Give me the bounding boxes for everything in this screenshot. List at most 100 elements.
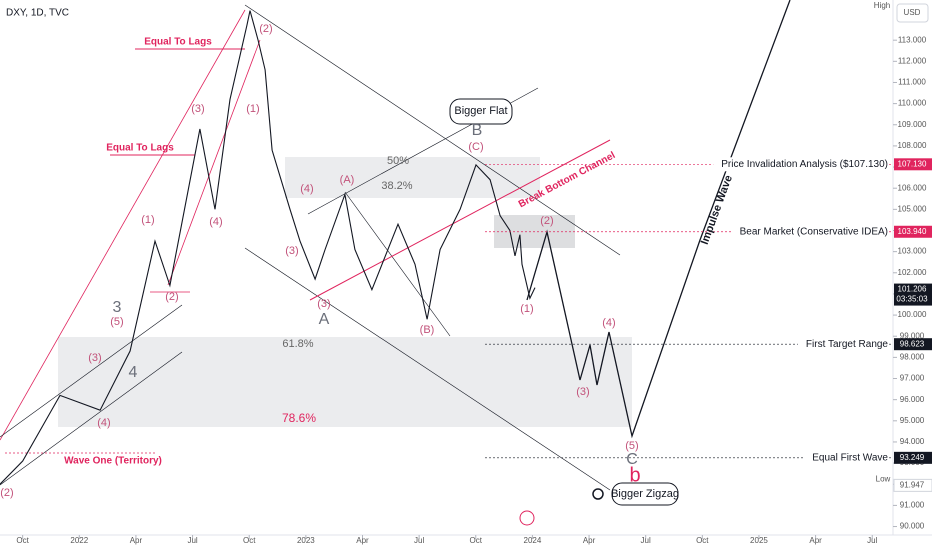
level-label: 103.940 [898, 227, 927, 236]
wave-label: 38.2% [381, 180, 412, 192]
channel-line [0, 9, 246, 441]
fib-zone [285, 157, 540, 198]
unit-box [896, 3, 929, 23]
x-tick-label: 2025 [750, 536, 768, 545]
x-tick-label: Oct [470, 536, 483, 545]
y-tick-label: 108.000 [898, 141, 927, 150]
wave-label: (5) [625, 440, 638, 452]
wave-label: (C) [468, 141, 483, 153]
wave-label: (3) [88, 352, 101, 364]
note-bg [804, 450, 888, 465]
wave-label: B [472, 122, 483, 139]
level-note: Equal First Wave [812, 452, 888, 463]
wave-label: b [629, 464, 640, 486]
level-note: First Target Range [806, 339, 889, 350]
level-note: Bear Market (Conservative IDEA) [740, 226, 888, 237]
y-tick-label: 98.000 [900, 352, 925, 361]
wave-label: Wave One (Territory) [64, 456, 162, 467]
wave-label: (1) [246, 103, 259, 115]
y-tick-label: 94.000 [900, 437, 925, 446]
x-tick-label: Apr [583, 536, 596, 545]
wave-label: 4 [129, 364, 138, 381]
wave-label: (B) [420, 324, 435, 336]
bulb-icon [592, 488, 604, 500]
wave-label: 50% [387, 155, 409, 167]
x-tick-label: 2022 [70, 536, 88, 545]
wave-label: (2) [165, 291, 178, 303]
level-box [894, 158, 932, 171]
wave-label: Bigger Zigzag [611, 488, 679, 500]
note-bg [797, 337, 888, 352]
level-box [894, 225, 932, 238]
x-tick-label: Oct [16, 536, 29, 545]
drawings [0, 0, 791, 526]
wave-label: Equal To Lags [144, 37, 212, 48]
wave-label: A [319, 311, 330, 328]
current-box [894, 283, 932, 306]
y-tick-label: 112.000 [898, 56, 927, 65]
wave-label: (2) [0, 487, 13, 499]
y-tick-label: 105.000 [898, 204, 927, 213]
y-tick-label: 111.000 [898, 78, 926, 87]
level-note: Price Invalidation Analysis ($107.130) [721, 159, 888, 170]
note-bg [713, 157, 888, 172]
wave-label: 3 [113, 299, 122, 316]
wave-label: (2) [540, 215, 553, 227]
y-tick-label: 95.000 [900, 416, 925, 425]
level-label: 107.130 [898, 159, 927, 168]
y-tick-label: 96.000 [900, 395, 925, 404]
trend-line [244, 4, 621, 256]
axis-unit: USD [904, 8, 921, 17]
channel-line [167, 39, 261, 286]
y-tick-label: 109.000 [898, 120, 927, 129]
wave-label: (4) [209, 216, 222, 228]
high-label: High [874, 1, 890, 10]
wave-label: (1) [520, 303, 533, 315]
wave-label: (3) [191, 103, 204, 115]
wave-label: Bigger Flat [454, 105, 507, 117]
x-tick-label: Jul [641, 536, 651, 545]
y-tick-label: 113.000 [898, 35, 927, 44]
wave-label: 78.6% [282, 411, 316, 425]
y-tick-label: 99.000 [900, 331, 925, 340]
zones [58, 157, 632, 427]
current-timer: 03:35:03 [896, 295, 928, 304]
level-box [894, 451, 932, 464]
symbol-header: DXY, 1D, TVC [6, 8, 69, 19]
x-tick-label: 2023 [297, 536, 315, 545]
x-tick-label: Apr [130, 536, 143, 545]
current-label: 101.206 [898, 285, 927, 294]
y-tick-label: 97.000 [900, 374, 925, 383]
trend-line [0, 351, 183, 486]
y-tick-label: 91.000 [900, 501, 925, 510]
wave-label: (A) [340, 174, 355, 186]
wave-label: (3) [576, 386, 589, 398]
wave-label: 61.8% [282, 338, 313, 350]
trend-line [344, 191, 451, 337]
x-tick-label: Oct [243, 536, 256, 545]
y-tick-label: 106.000 [898, 183, 927, 192]
level-label: 93.249 [900, 453, 925, 462]
x-tick-label: Jul [867, 536, 877, 545]
low-label: 91.947 [900, 480, 925, 489]
level-label: 98.623 [900, 339, 925, 348]
wave-label: (3) [285, 245, 298, 257]
x-tick-label: Oct [696, 536, 709, 545]
wave-label: C [626, 451, 638, 468]
wave-label: (4) [300, 183, 313, 195]
wave-label: (5) [110, 316, 123, 328]
y-tick-label: 100.000 [898, 310, 927, 319]
y-tick-label: 103.000 [898, 247, 927, 256]
trend-line [0, 304, 183, 438]
fib-zone [58, 337, 632, 427]
wave-label: (2) [259, 23, 272, 35]
x-tick-label: Jul [187, 536, 197, 545]
wave-label: (4) [602, 317, 615, 329]
level-box [894, 338, 932, 351]
low-box [893, 478, 932, 492]
trend-line [244, 247, 611, 491]
projection-path [526, 0, 791, 439]
x-tick-label: Apr [356, 536, 369, 545]
watermark-icon [519, 510, 535, 526]
